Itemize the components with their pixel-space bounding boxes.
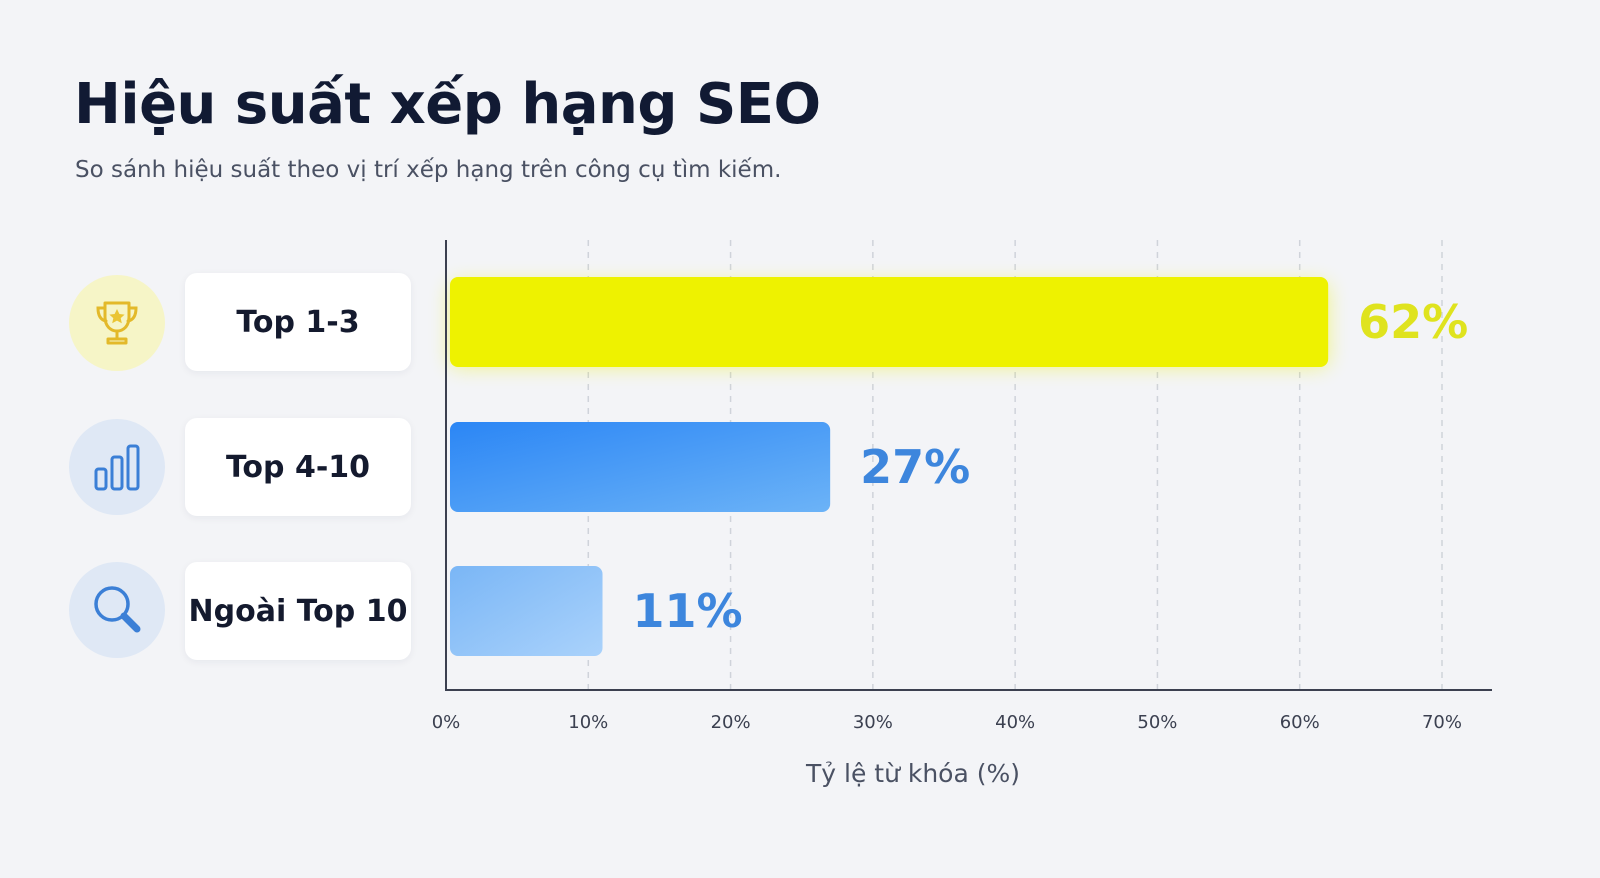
bar-chart-icon <box>69 419 165 515</box>
row-label-outside-top-10: Ngoài Top 10 <box>185 562 411 660</box>
x-tick-label: 70% <box>1422 712 1462 733</box>
x-axis-label: Tỷ lệ từ khóa (%) <box>805 759 1020 788</box>
bar-value-label: 62% <box>1358 295 1468 349</box>
row-label-top-4-10: Top 4-10 <box>185 418 411 516</box>
search-icon <box>69 562 165 658</box>
trophy-icon <box>69 275 165 371</box>
page-subtitle: So sánh hiệu suất theo vị trí xếp hạng t… <box>75 157 782 183</box>
x-tick-label: 60% <box>1280 712 1320 733</box>
x-tick-label: 40% <box>995 712 1035 733</box>
bar-1 <box>450 277 1329 367</box>
x-tick-label: 30% <box>853 712 893 733</box>
x-tick-label: 0% <box>432 712 461 733</box>
bar-value-label: 27% <box>860 440 970 494</box>
x-tick-label: 50% <box>1137 712 1177 733</box>
x-tick-label: 10% <box>568 712 608 733</box>
bar-2 <box>450 422 831 512</box>
page-title: Hiệu suất xếp hạng SEO <box>74 72 821 137</box>
bar-value-label: 11% <box>633 584 743 638</box>
x-tick-label: 20% <box>711 712 751 733</box>
row-label-top-1-3: Top 1-3 <box>185 273 411 371</box>
bar-3 <box>450 566 603 656</box>
